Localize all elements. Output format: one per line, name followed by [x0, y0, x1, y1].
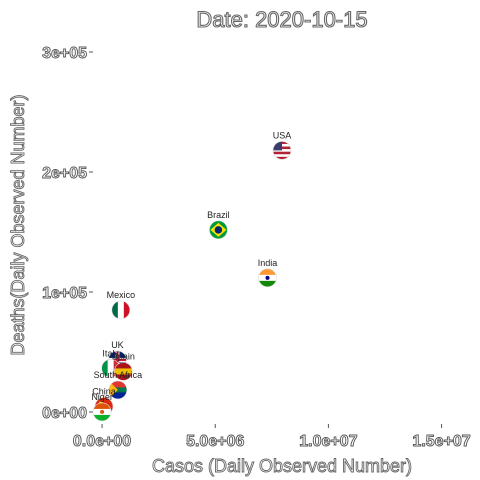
point-label: China: [92, 386, 116, 396]
point-label: Spain: [112, 351, 135, 361]
brazil-flag-icon: [209, 220, 228, 239]
x-tick-label: 1.5e+07: [412, 433, 470, 450]
data-point: India: [258, 258, 278, 288]
y-tick-label: 1e+05: [42, 285, 87, 302]
data-point: USA: [272, 130, 292, 160]
x-tick-label: 0.0e+00: [73, 433, 131, 450]
x-tick-label: 5.0e+06: [186, 433, 244, 450]
data-point: Brazil: [207, 210, 230, 240]
point-label: Mexico: [107, 290, 136, 300]
y-tick-label: 3e+05: [42, 45, 87, 62]
x-axis-title: Casos (Daily Observed Number): [152, 456, 412, 476]
y-tick-label: 2e+05: [42, 165, 87, 182]
point-label: India: [258, 258, 278, 268]
niger-flag-icon: [93, 402, 112, 421]
usa-flag-icon: [273, 141, 291, 160]
point-label: USA: [273, 130, 292, 140]
point-label: Brazil: [207, 210, 230, 220]
mexico-flag-icon: [111, 301, 130, 319]
point-label: South Africa: [94, 370, 143, 380]
spain-flag-icon: [114, 362, 133, 381]
x-tick-label: 1.0e+07: [299, 433, 357, 450]
data-point: Niger: [91, 392, 113, 422]
y-axis-title: Deaths(Daily Observed Number): [8, 94, 28, 355]
point-label: Italy: [102, 348, 119, 358]
y-axis: 0e+00 1e+05 2e+05 3e+05: [42, 45, 93, 422]
x-axis: 0.0e+00 5.0e+06 1.0e+07 1.5e+07: [72, 424, 471, 450]
point-label: UK: [111, 340, 124, 350]
point-label: Niger: [91, 392, 113, 402]
chart-title: Date: 2020-10-15: [196, 7, 367, 32]
data-point: Mexico: [107, 290, 136, 320]
y-tick-label: 0e+00: [42, 405, 87, 422]
data-point: South Africa: [94, 370, 143, 400]
data-point: Spain: [112, 351, 135, 381]
south-africa-flag-icon: [108, 380, 127, 399]
india-flag-icon: [258, 268, 277, 287]
